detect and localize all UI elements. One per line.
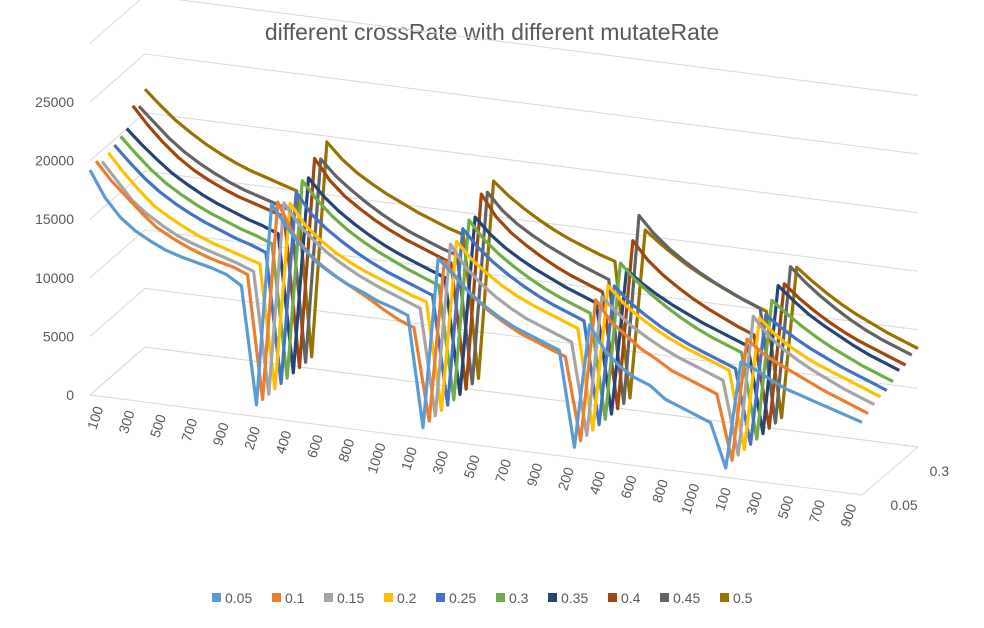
x-tick-label: 800 <box>335 436 358 463</box>
x-tick-label: 500 <box>460 453 483 480</box>
legend-swatch <box>720 593 729 602</box>
y-axis: 0 5000 10000 15000 20000 25000 <box>35 94 74 403</box>
series-line-0.3 <box>119 135 894 441</box>
depth-tick-label: 0.3 <box>930 463 950 479</box>
series-line-0.2 <box>107 151 882 452</box>
chart-title: different crossRate with different mutat… <box>265 19 719 45</box>
legend-swatch <box>212 593 221 602</box>
x-tick-label: 100 <box>398 445 421 472</box>
legend-label: 0.45 <box>673 590 700 606</box>
depth-tick-label: 0.05 <box>890 497 917 513</box>
legend-swatch <box>436 593 445 602</box>
x-axis: 100 300 500 700 900 200 400 600 800 1000 100 300 500… <box>84 404 860 529</box>
legend-item-0.05: 0.05 <box>212 590 252 606</box>
legend-label: 0.3 <box>509 590 529 606</box>
legend-swatch <box>384 593 393 602</box>
x-tick-label: 400 <box>272 428 295 455</box>
legend-label: 0.15 <box>337 590 364 606</box>
legend-label: 0.5 <box>733 590 753 606</box>
x-tick-label: 200 <box>555 465 578 492</box>
series-line-0.25 <box>113 144 888 446</box>
x-tick-label: 700 <box>492 457 515 484</box>
x-tick-label: 700 <box>178 416 201 443</box>
series-line-0.4 <box>131 104 907 430</box>
y-tick-label: 10000 <box>35 270 74 286</box>
depth-axis: 0.05 0.3 <box>890 463 949 513</box>
legend-item-0.25: 0.25 <box>436 590 476 606</box>
x-tick-label: 300 <box>429 449 452 476</box>
legend-swatch <box>608 593 617 602</box>
legend-item-0.45: 0.45 <box>660 590 700 606</box>
x-tick-label: 900 <box>209 420 232 447</box>
x-tick-label: 900 <box>523 461 546 488</box>
legend-swatch <box>548 593 557 602</box>
x-tick-label: 200 <box>241 424 264 451</box>
legend-item-0.2: 0.2 <box>384 590 417 606</box>
x-tick-label: 600 <box>304 432 327 459</box>
legend-item-0.3: 0.3 <box>496 590 529 606</box>
y-gridline-top <box>89 0 919 96</box>
y-tick-label: 25000 <box>35 94 74 110</box>
legend-label: 0.2 <box>397 590 417 606</box>
legend: 0.05 0.1 0.15 0.2 0.25 0.3 0.35 0.4 0.45 0.5 <box>212 590 753 606</box>
legend-label: 0.05 <box>225 590 252 606</box>
legend-swatch <box>496 593 505 602</box>
legend-label: 0.25 <box>449 590 476 606</box>
x-tick-label: 400 <box>586 469 609 496</box>
x-tick-label: 800 <box>649 477 672 504</box>
series-line-0.45 <box>137 105 913 425</box>
legend-swatch <box>272 593 281 602</box>
legend-item-0.15: 0.15 <box>324 590 364 606</box>
series-lines <box>88 88 919 470</box>
legend-swatch <box>324 593 333 602</box>
legend-label: 0.1 <box>285 590 305 606</box>
y-gridline <box>89 346 919 448</box>
legend-swatch <box>660 593 669 602</box>
x-tick-label: 300 <box>115 408 138 435</box>
legend-item-0.35: 0.35 <box>548 590 588 606</box>
x-tick-label: 600 <box>617 473 640 500</box>
y-tick-label: 0 <box>66 387 74 403</box>
x-tick-label: 500 <box>774 493 797 520</box>
legend-label: 0.35 <box>561 590 588 606</box>
legend-item-0.4: 0.4 <box>608 590 641 606</box>
legend-label: 0.4 <box>621 590 641 606</box>
x-tick-label: 900 <box>837 502 860 529</box>
legend-item-0.5: 0.5 <box>720 590 753 606</box>
y-tick-label: 20000 <box>35 153 74 169</box>
x-tick-label: 100 <box>84 404 107 431</box>
x-tick-label: 700 <box>806 497 829 524</box>
x-tick-label: 100 <box>712 485 735 512</box>
y-tick-label: 15000 <box>35 211 74 227</box>
x-tick-label: 300 <box>743 489 766 516</box>
y-gridline <box>89 287 919 389</box>
x-tick-label: 500 <box>147 412 170 439</box>
legend-item-0.1: 0.1 <box>272 590 305 606</box>
series-line-0.5 <box>143 88 919 420</box>
y-gridline <box>89 53 919 155</box>
series-line-0.15 <box>100 160 876 457</box>
y-tick-label: 5000 <box>43 328 74 344</box>
series-line-0.05 <box>88 169 863 470</box>
